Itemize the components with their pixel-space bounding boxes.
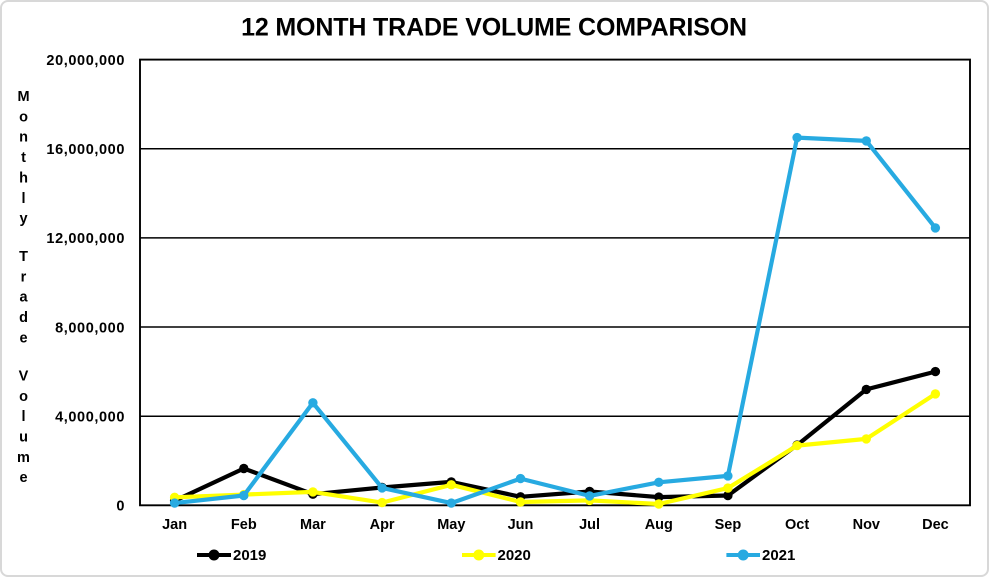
svg-text:e: e: [19, 470, 27, 486]
svg-text:Feb: Feb: [231, 517, 257, 533]
svg-text:T: T: [19, 249, 28, 265]
svg-text:e: e: [19, 330, 27, 346]
svg-text:12,000,000: 12,000,000: [46, 231, 125, 247]
svg-text:d: d: [19, 310, 28, 326]
svg-text:o: o: [19, 389, 28, 405]
svg-text:V: V: [19, 368, 29, 384]
svg-text:2019: 2019: [233, 547, 266, 564]
svg-text:t: t: [21, 150, 26, 166]
svg-text:Jan: Jan: [162, 517, 187, 533]
svg-text:2021: 2021: [762, 547, 795, 564]
svg-text:Jun: Jun: [508, 517, 534, 533]
svg-text:l: l: [21, 409, 25, 425]
svg-text:Nov: Nov: [853, 517, 880, 533]
svg-text:Sep: Sep: [715, 517, 742, 533]
svg-text:l: l: [21, 191, 25, 207]
svg-text:u: u: [19, 429, 28, 445]
svg-text:2020: 2020: [498, 547, 531, 564]
svg-text:M: M: [17, 89, 29, 105]
svg-text:n: n: [19, 130, 28, 146]
svg-text:Dec: Dec: [922, 517, 949, 533]
svg-text:Apr: Apr: [370, 517, 395, 533]
svg-text:8,000,000: 8,000,000: [55, 320, 125, 336]
svg-text:20,000,000: 20,000,000: [46, 53, 125, 69]
svg-text:h: h: [19, 170, 28, 186]
svg-text:0: 0: [116, 499, 125, 515]
svg-text:Aug: Aug: [645, 517, 673, 533]
svg-text:12 MONTH TRADE VOLUME COMPARIS: 12 MONTH TRADE VOLUME COMPARISON: [241, 14, 747, 42]
svg-text:Oct: Oct: [785, 517, 809, 533]
svg-text:Mar: Mar: [300, 517, 326, 533]
svg-text:m: m: [17, 450, 30, 466]
svg-text:May: May: [437, 517, 465, 533]
svg-text:a: a: [19, 290, 28, 306]
svg-text:o: o: [19, 109, 28, 125]
svg-text:r: r: [21, 269, 27, 285]
svg-text:Jul: Jul: [579, 517, 600, 533]
svg-text:y: y: [19, 211, 27, 227]
svg-text:4,000,000: 4,000,000: [55, 410, 125, 426]
svg-text:16,000,000: 16,000,000: [46, 142, 125, 158]
